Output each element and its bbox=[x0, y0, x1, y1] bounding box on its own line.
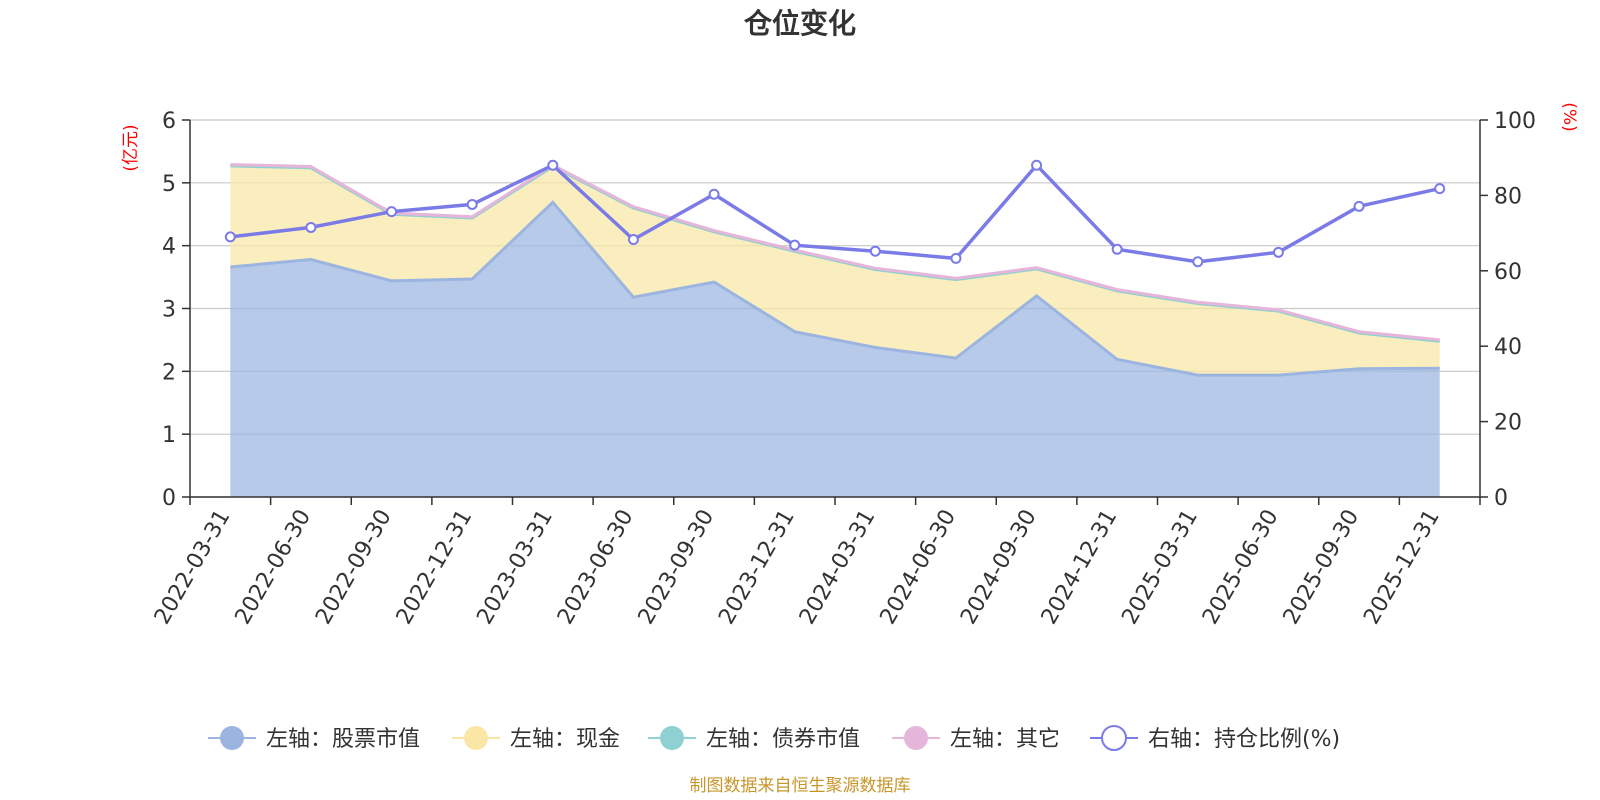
x-tick-label-1: 2022-06-30 bbox=[231, 506, 317, 629]
legend-label-1: 左轴：现金 bbox=[510, 727, 620, 752]
left-tick-label-4: 4 bbox=[162, 235, 176, 260]
legend-item-3[interactable]: 左轴：其它 bbox=[892, 726, 1060, 752]
x-tick-label-5: 2023-06-30 bbox=[553, 506, 639, 629]
ratio-point-8 bbox=[869, 245, 881, 257]
area-edge-0 bbox=[230, 200, 1440, 377]
legend-marker-0 bbox=[220, 726, 244, 750]
x-tick-label-13: 2025-06-30 bbox=[1198, 506, 1284, 629]
ratio-point-14 bbox=[1353, 200, 1365, 212]
right-tick-label-5: 100 bbox=[1494, 109, 1536, 134]
legend-marker-1 bbox=[464, 726, 488, 750]
legend-item-0[interactable]: 左轴：股票市值 bbox=[208, 726, 420, 752]
legend-item-4[interactable]: 右轴：持仓比例(%) bbox=[1090, 725, 1340, 752]
series-lines bbox=[230, 162, 1441, 377]
ratio-point-15 bbox=[1434, 183, 1446, 195]
right-tick-label-4: 80 bbox=[1494, 184, 1522, 209]
ratio-point-3 bbox=[466, 198, 478, 210]
legend-marker-2 bbox=[660, 726, 684, 750]
data-source-note: 制图数据来自恒生聚源数据库 bbox=[690, 776, 911, 796]
right-tick-label-2: 40 bbox=[1494, 335, 1522, 360]
ratio-point-11 bbox=[1111, 243, 1123, 255]
right-tick-label-1: 20 bbox=[1494, 411, 1522, 436]
area-edge-3 bbox=[230, 163, 1440, 342]
right-axis-unit-label: (%) bbox=[1559, 102, 1579, 131]
area-series-0 bbox=[230, 202, 1440, 498]
x-tick-label-7: 2023-12-31 bbox=[714, 506, 800, 629]
x-tick-label-12: 2025-03-31 bbox=[1117, 506, 1203, 629]
ratio-point-0 bbox=[224, 231, 236, 243]
ratio-point-13 bbox=[1272, 246, 1284, 258]
left-tick-label-5: 5 bbox=[162, 172, 176, 197]
x-tick-label-0: 2022-03-31 bbox=[150, 506, 236, 629]
area-series-1 bbox=[230, 165, 1440, 376]
legend-marker-3 bbox=[904, 726, 928, 750]
x-tick-label-9: 2024-06-30 bbox=[876, 506, 962, 629]
x-tick-label-8: 2024-03-31 bbox=[795, 506, 881, 629]
legend-label-2: 左轴：债券市值 bbox=[706, 727, 860, 752]
ratio-line bbox=[230, 162, 1441, 264]
right-tick-label-3: 60 bbox=[1494, 260, 1522, 285]
x-tick-label-10: 2024-09-30 bbox=[956, 506, 1042, 629]
x-tick-label-3: 2022-12-31 bbox=[392, 506, 478, 629]
left-tick-label-6: 6 bbox=[162, 109, 176, 134]
x-tick-label-4: 2023-03-31 bbox=[472, 506, 558, 629]
ratio-point-5 bbox=[627, 234, 639, 246]
legend-marker-4 bbox=[1101, 725, 1127, 751]
ratio-point-4 bbox=[547, 159, 559, 171]
stacked-areas bbox=[230, 164, 1440, 498]
legend-item-1[interactable]: 左轴：现金 bbox=[452, 726, 620, 752]
right-tick-label-0: 0 bbox=[1494, 486, 1508, 511]
ratio-point-9 bbox=[950, 252, 962, 264]
ratio-point-10 bbox=[1031, 159, 1043, 171]
chart-title: 仓位变化 bbox=[744, 7, 856, 40]
left-tick-label-3: 3 bbox=[162, 298, 176, 323]
x-tick-label-6: 2023-09-30 bbox=[634, 506, 720, 629]
ratio-point-2 bbox=[386, 206, 398, 218]
left-tick-label-1: 1 bbox=[162, 423, 176, 448]
legend: 左轴：股票市值 左轴：现金 左轴：债券市值 左轴：其它 右轴：持仓比例(%) bbox=[208, 725, 1340, 752]
ratio-point-7 bbox=[789, 239, 801, 251]
ratio-points bbox=[224, 159, 1446, 268]
x-tick-label-15: 2025-12-31 bbox=[1359, 506, 1445, 629]
left-tick-label-0: 0 bbox=[162, 486, 176, 511]
x-tick-label-2: 2022-09-30 bbox=[311, 506, 397, 629]
x-tick-label-11: 2024-12-31 bbox=[1037, 506, 1123, 629]
legend-item-2[interactable]: 左轴：债券市值 bbox=[648, 726, 860, 752]
legend-label-3: 左轴：其它 bbox=[950, 727, 1060, 752]
left-axis-unit-label: (亿元) bbox=[121, 124, 141, 171]
ratio-point-1 bbox=[305, 221, 317, 233]
x-tick-label-14: 2025-09-30 bbox=[1279, 506, 1365, 629]
ratio-point-6 bbox=[708, 188, 720, 200]
left-tick-label-2: 2 bbox=[162, 360, 176, 385]
legend-label-0: 左轴：股票市值 bbox=[266, 727, 420, 752]
legend-label-4: 右轴：持仓比例(%) bbox=[1148, 727, 1340, 752]
ratio-point-12 bbox=[1192, 256, 1204, 268]
